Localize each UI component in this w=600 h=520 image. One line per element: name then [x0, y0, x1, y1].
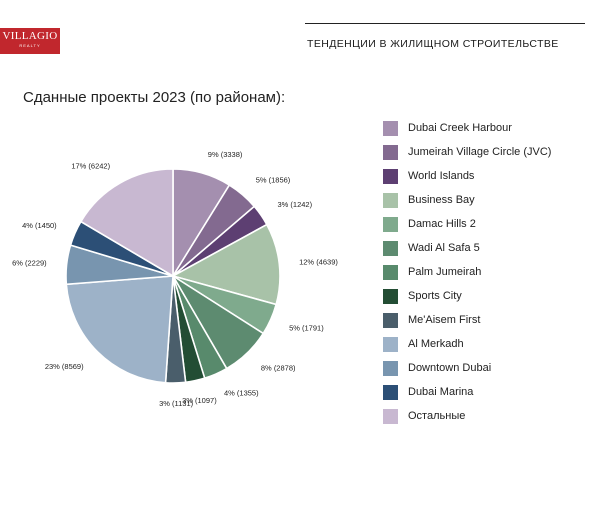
legend-swatch-5	[383, 240, 398, 256]
legend-label-6: Palm Jumeirah	[408, 266, 482, 278]
legend-swatch-12	[383, 408, 398, 424]
legend-item-1: Jumeirah Village Circle (JVC)	[383, 140, 551, 164]
pie-slice-12	[79, 168, 174, 278]
slice-label-11: 4% (1450)	[22, 221, 57, 230]
page-header-title: ТЕНДЕНЦИИ В ЖИЛИЩНОМ СТРОИТЕЛЬСТВЕ	[307, 38, 559, 50]
legend-item-0: Dubai Creek Harbour	[383, 116, 551, 140]
legend-label-1: Jumeirah Village Circle (JVC)	[408, 146, 552, 158]
legend-item-5: Wadi Al Safa 5	[383, 236, 551, 260]
brand-tagline: REALTY	[19, 43, 41, 48]
header-rule	[305, 23, 585, 24]
legend-label-4: Damac Hills 2	[408, 218, 476, 230]
legend-swatch-4	[383, 216, 398, 232]
legend-label-8: Me'Aisem First	[408, 314, 481, 326]
chart-legend: Dubai Creek Harbour Jumeirah Village Circ…	[383, 116, 551, 428]
slice-label-7: 3% (1097)	[182, 396, 217, 405]
legend-label-10: Downtown Dubai	[408, 362, 492, 374]
pie-slice-3	[170, 223, 281, 306]
legend-label-12: Остальные	[408, 410, 466, 422]
legend-item-12: Остальные	[383, 404, 551, 428]
slice-label-4: 5% (1791)	[289, 324, 324, 333]
slice-label-5: 8% (2878)	[261, 364, 296, 373]
legend-item-7: Sports City	[383, 284, 551, 308]
slice-label-1: 5% (1856)	[256, 176, 291, 185]
slice-label-2: 3% (1242)	[278, 200, 313, 209]
slice-label-3: 12% (4639)	[299, 257, 338, 266]
legend-swatch-10	[383, 360, 398, 376]
legend-item-4: Damac Hills 2	[383, 212, 551, 236]
legend-label-7: Sports City	[408, 290, 462, 302]
legend-label-9: Al Merkadh	[408, 338, 464, 350]
chart-title: Сданные проекты 2023 (по районам):	[23, 89, 286, 106]
legend-swatch-11	[383, 384, 398, 400]
brand-name: VILLAGIO	[2, 30, 58, 42]
legend-swatch-0	[383, 120, 398, 136]
legend-item-6: Palm Jumeirah	[383, 260, 551, 284]
slice-label-8: 3% (1131)	[159, 399, 194, 408]
slice-label-10: 6% (2229)	[12, 258, 47, 267]
legend-label-11: Dubai Marina	[408, 386, 474, 398]
legend-swatch-8	[383, 312, 398, 328]
legend-label-3: Business Bay	[408, 194, 475, 206]
slice-label-9: 23% (8569)	[45, 362, 84, 371]
brand-logo: VILLAGIO REALTY	[0, 28, 60, 54]
pie-slice-9	[65, 275, 174, 384]
legend-label-0: Dubai Creek Harbour	[408, 122, 512, 134]
slice-label-12: 17% (6242)	[71, 162, 110, 171]
slice-label-0: 9% (3338)	[208, 150, 243, 159]
legend-swatch-9	[383, 336, 398, 352]
legend-label-2: World Islands	[408, 170, 475, 182]
legend-swatch-6	[383, 264, 398, 280]
legend-item-3: Business Bay	[383, 188, 551, 212]
legend-item-10: Downtown Dubai	[383, 356, 551, 380]
legend-label-5: Wadi Al Safa 5	[408, 242, 480, 254]
legend-swatch-1	[383, 144, 398, 160]
legend-item-2: World Islands	[383, 164, 551, 188]
legend-swatch-3	[383, 192, 398, 208]
legend-item-8: Me'Aisem First	[383, 308, 551, 332]
legend-swatch-2	[383, 168, 398, 184]
legend-swatch-7	[383, 288, 398, 304]
legend-item-11: Dubai Marina	[383, 380, 551, 404]
legend-item-9: Al Merkadh	[383, 332, 551, 356]
slice-label-6: 4% (1355)	[224, 388, 259, 397]
